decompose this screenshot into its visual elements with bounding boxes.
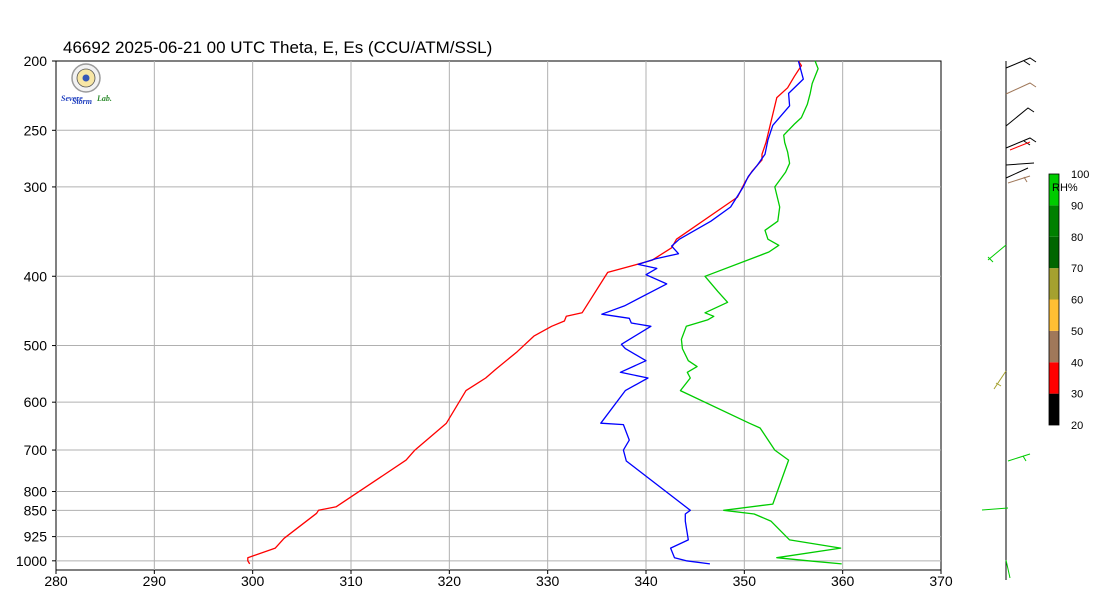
colorbar-segment bbox=[1049, 268, 1059, 300]
colorbar-segment bbox=[1049, 393, 1059, 425]
colorbar-tick-label: 90 bbox=[1071, 200, 1083, 212]
x-tick-label: 290 bbox=[143, 573, 167, 589]
logo-text-lab: Lab. bbox=[96, 94, 112, 103]
colorbar-tick-label: 100 bbox=[1071, 169, 1089, 181]
y-tick-label: 200 bbox=[24, 53, 48, 69]
y-tick-label: 300 bbox=[24, 179, 48, 195]
logo-text-severe: Severe bbox=[61, 94, 83, 103]
plot-frame bbox=[55, 60, 942, 571]
y-tick-label: 700 bbox=[24, 442, 48, 458]
x-axis-ticks: 280 290 300 310 320 330 340 350 360 370 bbox=[44, 570, 953, 589]
y-tick-label: 600 bbox=[24, 394, 48, 410]
colorbar-segment bbox=[1049, 299, 1059, 331]
colorbar-segment bbox=[1049, 205, 1059, 237]
y-tick-label: 400 bbox=[24, 268, 48, 284]
x-tick-label: 320 bbox=[438, 573, 462, 589]
x-tick-label: 330 bbox=[536, 573, 560, 589]
wind-barb-icon bbox=[1009, 141, 1031, 151]
colorbar-tick-label: 20 bbox=[1071, 420, 1083, 432]
y-axis-ticks: 200 250 300 400 500 600 700 800 850 925 1000 bbox=[16, 53, 56, 569]
colorbar-segment bbox=[1049, 362, 1059, 394]
series-line-1 bbox=[600, 60, 804, 565]
x-tick-label: 300 bbox=[241, 573, 265, 589]
x-tick-label: 310 bbox=[339, 573, 363, 589]
x-tick-label: 370 bbox=[929, 573, 953, 589]
colorbar-tick-label: 80 bbox=[1071, 232, 1083, 244]
colorbar-tick-label: 60 bbox=[1071, 295, 1083, 307]
chart-title: 46692 2025-06-21 00 UTC Theta, E, Es (CC… bbox=[63, 38, 492, 57]
colorbar-segment bbox=[1049, 236, 1059, 269]
colorbar-tick-label: 50 bbox=[1071, 326, 1083, 338]
colorbar-tick-label: 70 bbox=[1071, 263, 1083, 275]
colorbar-frame bbox=[1048, 173, 1060, 426]
grid-lines bbox=[56, 61, 941, 570]
wind-barb-icon bbox=[981, 244, 1031, 579]
colorbar-tick-label: 30 bbox=[1071, 389, 1083, 401]
y-tick-label: 250 bbox=[24, 122, 48, 138]
colorbar-segment bbox=[1049, 174, 1059, 206]
x-tick-label: 360 bbox=[831, 573, 855, 589]
x-tick-label: 340 bbox=[634, 573, 658, 589]
wind-barbs bbox=[981, 57, 1037, 580]
y-tick-label: 1000 bbox=[16, 553, 47, 569]
lab-logo: Severe Storm Lab. bbox=[61, 63, 112, 106]
x-tick-label: 350 bbox=[733, 573, 757, 589]
wind-barb-icon bbox=[1005, 57, 1037, 179]
data-series bbox=[247, 60, 842, 565]
wind-barb-icon bbox=[1005, 82, 1037, 184]
y-tick-label: 925 bbox=[24, 529, 48, 545]
colorbar-segment bbox=[1049, 330, 1059, 363]
y-tick-label: 850 bbox=[24, 502, 48, 518]
logo-text-storm: Storm bbox=[72, 97, 92, 106]
x-tick-label: 280 bbox=[44, 573, 68, 589]
y-tick-label: 500 bbox=[24, 338, 48, 354]
series-line-0 bbox=[247, 60, 803, 565]
colorbar-label: RH% bbox=[1052, 182, 1078, 194]
wind-barb-icon bbox=[993, 370, 1007, 390]
y-tick-label: 800 bbox=[24, 484, 48, 500]
plot-area: 280 290 300 310 320 330 340 350 360 370 200 250 300… bbox=[16, 53, 953, 589]
series-line-2 bbox=[679, 60, 842, 565]
colorbar-tick-label: 40 bbox=[1071, 357, 1083, 369]
